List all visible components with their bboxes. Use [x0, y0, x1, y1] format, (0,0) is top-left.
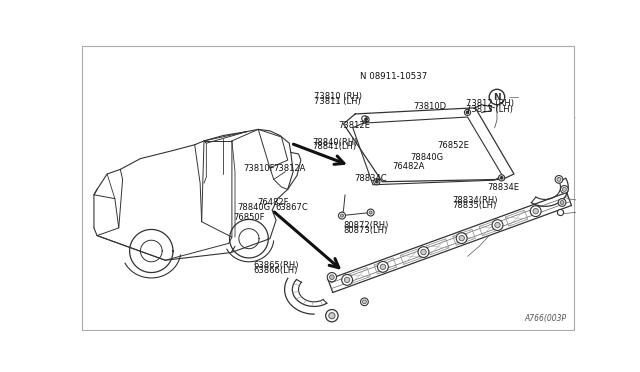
Circle shape — [579, 158, 586, 165]
Circle shape — [374, 179, 380, 185]
Text: 80873(LH): 80873(LH) — [343, 226, 387, 235]
Text: 78841(LH): 78841(LH) — [312, 142, 356, 151]
Text: 76852E: 76852E — [437, 141, 469, 150]
Circle shape — [492, 220, 503, 231]
Circle shape — [418, 247, 429, 257]
Circle shape — [344, 277, 350, 283]
Text: 78840(RH): 78840(RH) — [312, 138, 358, 147]
Circle shape — [533, 208, 538, 214]
Circle shape — [531, 206, 541, 217]
Circle shape — [560, 201, 564, 205]
Text: 78834E: 78834E — [488, 183, 520, 192]
Circle shape — [327, 273, 337, 282]
Text: 73810 (RH): 73810 (RH) — [314, 92, 362, 101]
Text: 63867C: 63867C — [275, 203, 308, 212]
Text: N: N — [493, 93, 500, 102]
Circle shape — [367, 209, 374, 216]
Circle shape — [339, 212, 346, 219]
Text: 73813 (LH): 73813 (LH) — [466, 105, 513, 113]
Text: 63865(RH): 63865(RH) — [253, 261, 299, 270]
Circle shape — [363, 116, 369, 122]
Text: A766(003P: A766(003P — [525, 314, 566, 323]
Circle shape — [362, 116, 367, 121]
Circle shape — [456, 233, 467, 244]
Text: 73812A: 73812A — [273, 164, 306, 173]
Circle shape — [561, 186, 568, 193]
Text: 78840G: 78840G — [410, 153, 443, 162]
Circle shape — [459, 235, 465, 241]
Circle shape — [378, 262, 388, 272]
Text: 78834C: 78834C — [355, 174, 387, 183]
Text: 73810D: 73810D — [413, 102, 447, 111]
Circle shape — [558, 199, 566, 206]
Circle shape — [329, 312, 335, 319]
Circle shape — [495, 222, 500, 228]
Circle shape — [465, 109, 470, 115]
Circle shape — [555, 176, 563, 183]
Text: 73812E: 73812E — [338, 121, 370, 130]
Circle shape — [500, 177, 503, 179]
Circle shape — [563, 187, 566, 191]
Text: N 08911-10537: N 08911-10537 — [360, 72, 428, 81]
Text: 78840G: 78840G — [237, 203, 271, 212]
Text: 73810F: 73810F — [244, 164, 275, 173]
Text: 73811 (LH): 73811 (LH) — [314, 97, 361, 106]
Circle shape — [489, 89, 505, 105]
Circle shape — [380, 264, 386, 270]
Circle shape — [360, 298, 368, 306]
Text: 73812 (RH): 73812 (RH) — [466, 99, 514, 108]
Circle shape — [420, 249, 426, 255]
Circle shape — [581, 173, 588, 179]
Circle shape — [376, 180, 378, 183]
Circle shape — [557, 209, 564, 216]
Circle shape — [499, 175, 505, 181]
Circle shape — [467, 111, 468, 113]
Circle shape — [342, 275, 353, 285]
Circle shape — [365, 118, 367, 121]
Text: 80872(RH): 80872(RH) — [343, 221, 388, 230]
Circle shape — [326, 310, 338, 322]
Text: 76482F: 76482F — [257, 198, 289, 207]
Text: 63866(LH): 63866(LH) — [253, 266, 298, 275]
Circle shape — [340, 214, 344, 217]
Circle shape — [557, 177, 561, 181]
Text: 78835(LH): 78835(LH) — [452, 201, 496, 210]
Text: 76850F: 76850F — [234, 212, 265, 222]
Circle shape — [330, 275, 334, 279]
Text: 78834(RH): 78834(RH) — [452, 196, 497, 205]
Circle shape — [362, 300, 366, 304]
Circle shape — [369, 211, 372, 214]
Text: 76482A: 76482A — [392, 162, 425, 171]
